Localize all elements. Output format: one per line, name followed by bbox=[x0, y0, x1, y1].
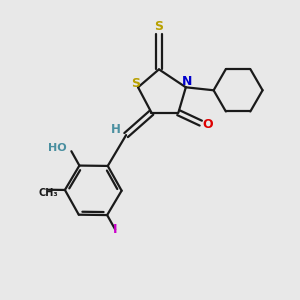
Text: O: O bbox=[202, 118, 213, 131]
Text: N: N bbox=[182, 75, 193, 88]
Text: HO: HO bbox=[48, 143, 67, 153]
Text: S: S bbox=[154, 20, 164, 34]
Text: H: H bbox=[111, 123, 121, 136]
Text: CH₃: CH₃ bbox=[39, 188, 58, 198]
Text: S: S bbox=[131, 77, 140, 90]
Text: I: I bbox=[113, 223, 117, 236]
